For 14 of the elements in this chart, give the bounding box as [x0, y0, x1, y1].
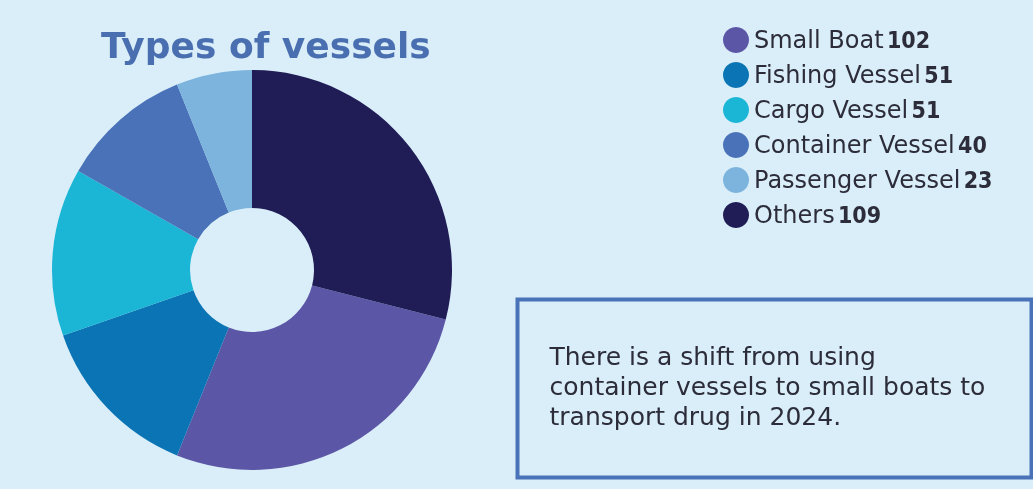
data-label: 40	[958, 132, 987, 158]
data-label: 51	[924, 62, 954, 88]
legend-label: Others	[754, 201, 835, 229]
legend-label: Container Vessel	[754, 131, 955, 159]
data-label: 51	[911, 97, 941, 123]
data-label: 23	[963, 167, 993, 193]
legend-label: Small Boat	[754, 26, 884, 54]
legend-label: Fishing Vessel	[754, 61, 921, 89]
legend-label: Cargo Vessel	[754, 96, 909, 124]
data-label: 109	[837, 202, 882, 228]
text: There is a shift from using container vessels to small boats to transport drug in 2024.	[548, 342, 994, 431]
data-label: 102	[886, 27, 931, 53]
chart-title: Types of vessels	[101, 24, 431, 66]
legend-label: Passenger Vessel	[754, 166, 961, 194]
